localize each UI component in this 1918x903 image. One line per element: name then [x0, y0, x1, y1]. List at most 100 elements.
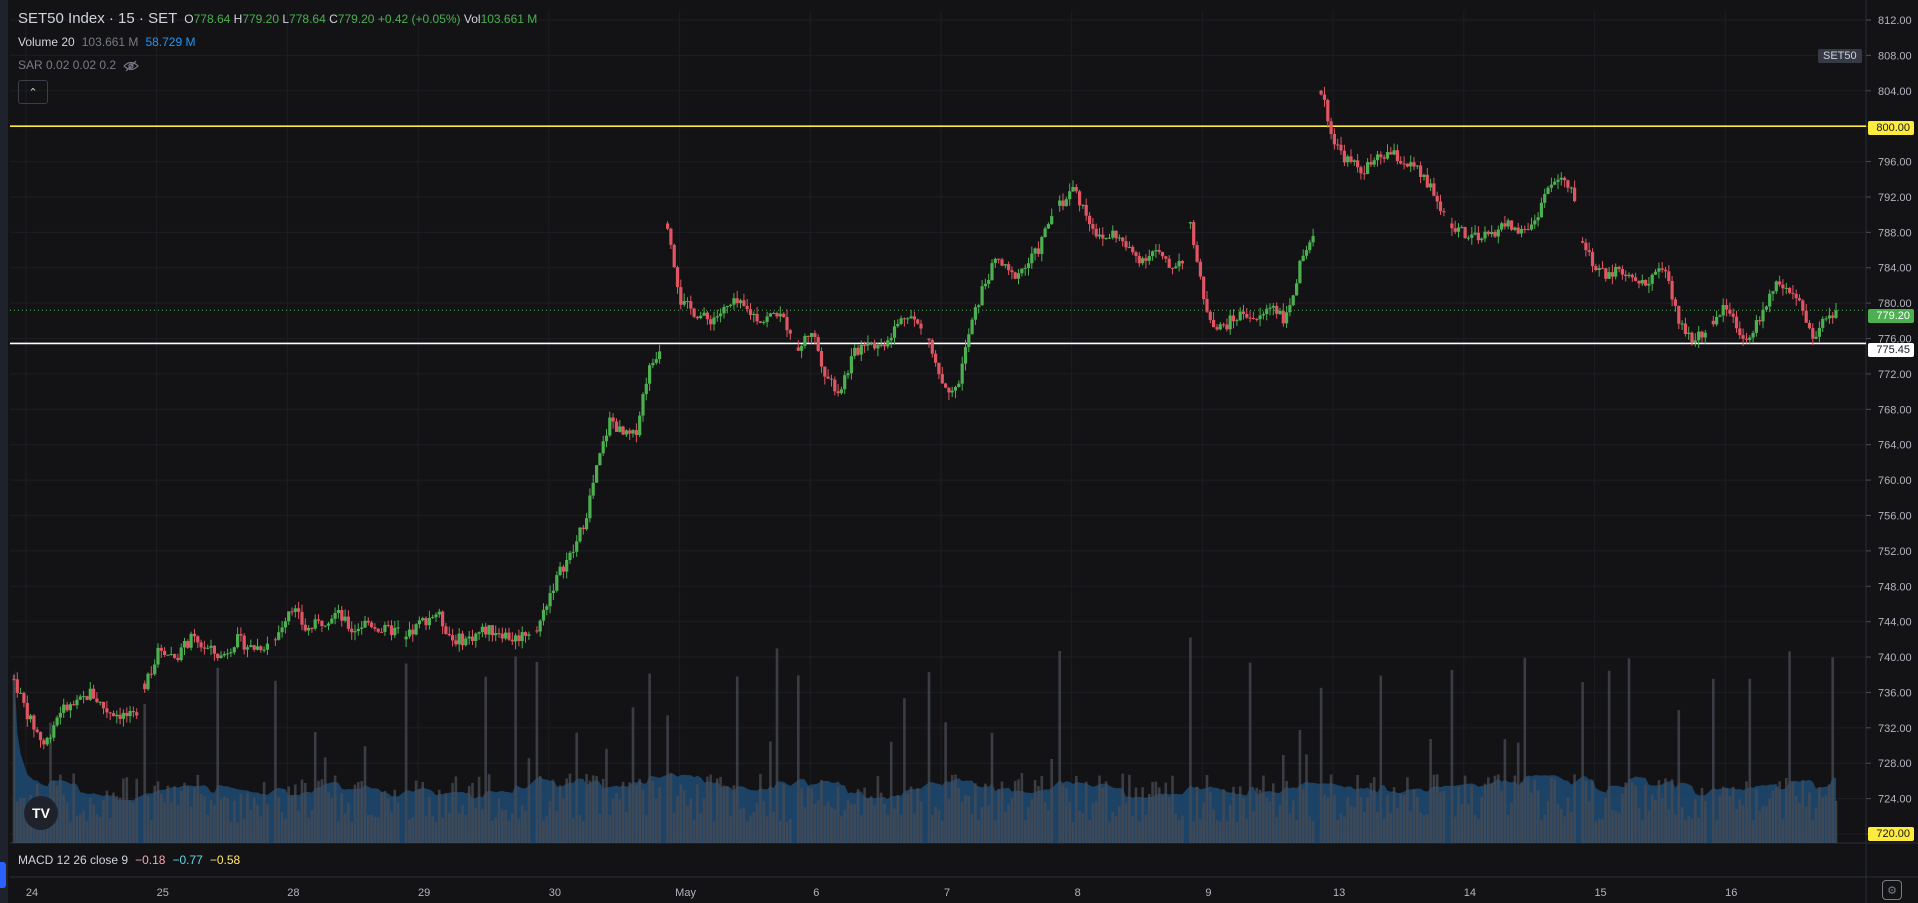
candle-body [500, 633, 504, 639]
volume-bar [611, 799, 615, 843]
y-tick-label: 752.00 [1878, 546, 1912, 558]
candle-body [1195, 245, 1199, 262]
volume-bar [1654, 799, 1657, 843]
candle-body [451, 635, 455, 641]
x-tick-label: 25 [157, 887, 169, 899]
candle-body [504, 632, 508, 639]
candle-body [1797, 298, 1802, 301]
volume-bar [1346, 797, 1349, 843]
candle-body [72, 704, 76, 706]
candle-body [411, 629, 415, 635]
volume-bar [846, 800, 850, 843]
candle-body [545, 606, 549, 610]
candle-body [1091, 224, 1095, 229]
tradingview-logo-icon[interactable]: TV [24, 796, 58, 830]
candle-body [75, 699, 79, 706]
candle-body [1435, 195, 1439, 202]
candle-body [1419, 165, 1423, 177]
volume-indicator-label[interactable]: Volume 20 [18, 35, 75, 49]
candle-body [816, 337, 820, 351]
volume-bar [1040, 776, 1044, 843]
candle-body [353, 631, 357, 633]
volume-bar [745, 820, 749, 843]
volume-bar [1624, 782, 1627, 843]
volume-bar [153, 785, 156, 843]
candle-body [350, 628, 354, 633]
volume-bar [12, 674, 16, 843]
volume-bar [461, 805, 464, 843]
macd-indicator-label[interactable]: MACD 12 26 close 9 [18, 853, 129, 867]
candle-body [1647, 283, 1651, 286]
volume-bar [726, 786, 729, 843]
volume-bar [1023, 820, 1027, 843]
candle-body [494, 633, 498, 636]
volume-bar [367, 814, 370, 843]
y-tick-label: 748.00 [1878, 581, 1912, 593]
candle-body [1064, 199, 1068, 207]
volume-bar [1704, 800, 1707, 843]
volume-bar [706, 776, 709, 843]
volume-bar [1108, 821, 1111, 843]
candle-body [163, 650, 167, 655]
vol-key: Vol [463, 11, 481, 26]
candle-body [765, 316, 769, 322]
settings-icon[interactable]: ⚙ [1882, 880, 1902, 900]
volume-bar [414, 780, 418, 843]
volume-bar [421, 782, 424, 843]
candle-body [38, 732, 43, 741]
candle-body [1074, 187, 1078, 192]
candle-body [1342, 150, 1346, 163]
volume-bar [203, 796, 206, 843]
volume-bar [1118, 806, 1121, 843]
candle-body [283, 621, 287, 628]
candle-body [297, 608, 301, 612]
candle-body [42, 740, 46, 745]
candle-body [1372, 160, 1376, 165]
candle-body [1831, 315, 1835, 318]
volume-bar [497, 798, 501, 843]
symbol-title[interactable]: SET50 Index · 15 · SET [18, 10, 178, 27]
volume-bar [307, 817, 310, 843]
volume-bar [1171, 775, 1174, 843]
candle-body [1177, 261, 1181, 267]
candle-body [1332, 134, 1336, 145]
volume-bar [236, 821, 239, 843]
x-tick-label: 29 [418, 887, 430, 899]
volume-bar [424, 816, 428, 843]
volume-bar [438, 789, 441, 843]
candle-body [990, 263, 994, 281]
candle-body [1731, 313, 1735, 317]
volume-bar [833, 809, 837, 843]
candle-body [229, 652, 233, 654]
volume-bar [1811, 819, 1815, 843]
candle-body [1030, 253, 1034, 264]
left-panel-handle[interactable] [0, 862, 6, 888]
sar-indicator-label[interactable]: SAR 0.02 0.02 0.2 [18, 58, 117, 72]
volume-bar [1071, 822, 1075, 843]
volume-bar [866, 799, 870, 843]
eye-slash-icon[interactable] [123, 59, 139, 72]
candle-body [192, 633, 197, 637]
candle-body [1379, 154, 1383, 158]
candle-body [735, 298, 739, 304]
candle-body [591, 482, 595, 496]
volume-bar [1075, 776, 1078, 843]
volume-bar [390, 812, 393, 843]
volume-bar [1808, 792, 1811, 843]
candle-body [360, 627, 364, 629]
candle-body [1774, 281, 1778, 292]
volume-bar [252, 797, 256, 843]
candle-body [813, 333, 817, 338]
candle-body [1788, 287, 1792, 293]
bottom-price-tag: 720.00 [1868, 827, 1914, 841]
candle-body [396, 627, 400, 629]
volume-bar [692, 819, 696, 843]
volume-bar [1164, 782, 1168, 843]
candle-body [1784, 287, 1788, 289]
volume-bar [843, 810, 846, 843]
volume-bar [242, 818, 246, 843]
candle-body [199, 642, 203, 648]
volume-bar [297, 810, 300, 843]
collapse-legend-button[interactable]: ⌃ [18, 80, 48, 104]
